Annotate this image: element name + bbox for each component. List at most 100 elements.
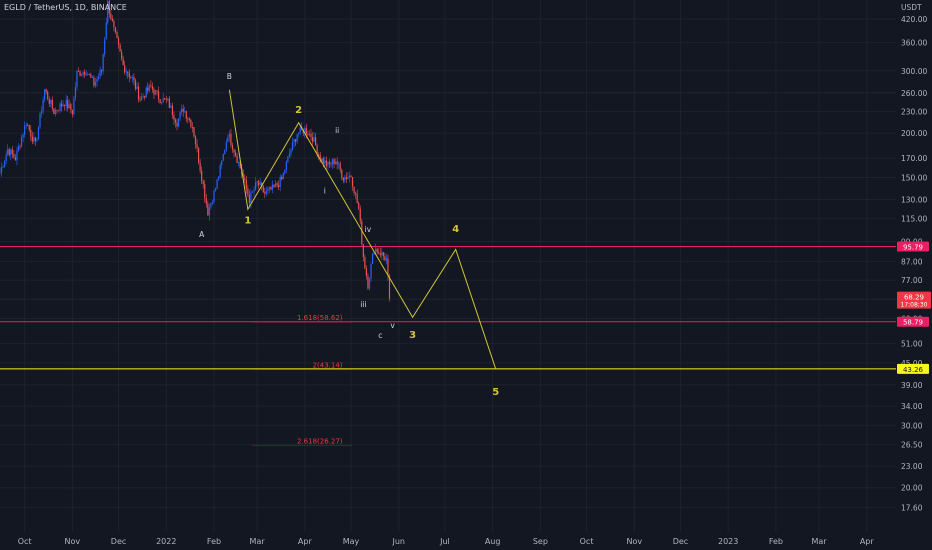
candle-body xyxy=(299,127,301,133)
candle-body xyxy=(77,70,80,72)
candle-body xyxy=(253,189,255,192)
candle-body xyxy=(137,86,140,100)
candle-body xyxy=(287,156,289,162)
x-tick-label: Aug xyxy=(485,537,501,546)
x-tick-label: Jul xyxy=(439,537,450,546)
x-tick-label: Feb xyxy=(207,537,221,546)
candle-body xyxy=(156,90,158,92)
price-tag xyxy=(897,316,929,327)
wave-label: B xyxy=(227,72,232,81)
candle-body xyxy=(335,161,337,165)
wave-label: iii xyxy=(360,300,366,309)
candle-body xyxy=(338,163,340,165)
candle-body xyxy=(187,118,189,120)
candle-body xyxy=(345,177,347,179)
candle-body xyxy=(87,74,89,76)
x-tick-label: Nov xyxy=(626,537,642,546)
candle-body xyxy=(385,258,388,261)
candle-body xyxy=(48,99,50,104)
candle-body xyxy=(375,248,377,253)
candle-body xyxy=(139,99,141,101)
candle-body xyxy=(101,70,103,72)
candle-body xyxy=(159,99,161,104)
elliott-wave-drawing[interactable] xyxy=(228,89,497,370)
candle-body xyxy=(348,175,351,178)
time-axis[interactable]: Oct Nov Dec 2022 Feb Mar Apr May Jun Jul Aug Sep Oct… xyxy=(0,532,896,550)
horizontal-levels xyxy=(0,246,896,370)
price-tag xyxy=(897,363,929,374)
candle-body xyxy=(359,208,361,222)
candle-body xyxy=(328,161,331,164)
candle-body xyxy=(93,77,95,86)
x-tick-label: Jun xyxy=(391,537,405,546)
candle-body xyxy=(94,82,97,86)
candle-body xyxy=(267,189,269,191)
candle-body xyxy=(111,18,113,22)
candle-body xyxy=(62,104,64,107)
candle-body xyxy=(182,108,184,112)
candle-body xyxy=(347,177,349,179)
candle-body xyxy=(387,258,389,276)
candle-body xyxy=(351,177,354,187)
candle-body xyxy=(370,263,372,279)
candle-body xyxy=(24,125,26,135)
candle-body xyxy=(5,154,7,161)
y-tick-label: 26.50 xyxy=(901,440,923,449)
y-tick-label: 34.00 xyxy=(901,402,923,411)
x-tick-label: Apr xyxy=(860,537,875,546)
candle-body xyxy=(324,160,326,164)
price-axis[interactable]: 420.00 360.00 300.00 260.00 230.00 200.00 170.… xyxy=(896,0,932,550)
candle-body xyxy=(110,13,112,19)
candle-body xyxy=(321,158,323,162)
candle-body xyxy=(293,139,295,143)
candle-body xyxy=(362,244,364,258)
time-axis-bg xyxy=(0,532,896,550)
candle-body xyxy=(224,150,226,155)
candle-body xyxy=(2,166,4,168)
wave-label: A xyxy=(199,230,205,239)
candle-body xyxy=(318,154,320,156)
candle-body xyxy=(125,71,127,73)
candle-body xyxy=(157,91,160,100)
candle-body xyxy=(325,160,327,166)
candle-body xyxy=(22,134,24,138)
axis-unit: USDT xyxy=(901,3,922,12)
candle-body xyxy=(305,127,307,135)
candle-body xyxy=(16,150,18,161)
candle-body xyxy=(279,176,281,187)
candle-body xyxy=(44,89,46,100)
y-tick-label: 45.00 xyxy=(901,359,923,368)
candle-body xyxy=(221,160,223,166)
candle-body xyxy=(236,155,238,163)
fib-label: 2.618(26.27) xyxy=(297,438,343,446)
candle-body xyxy=(254,182,257,190)
candle-body xyxy=(97,76,100,79)
candle-body xyxy=(154,90,157,95)
wave-label: 3 xyxy=(409,330,416,341)
y-tick-label: 17.60 xyxy=(901,503,923,512)
candle-body xyxy=(80,74,83,76)
candle-body xyxy=(378,252,380,254)
y-tick-label: 23.00 xyxy=(901,462,923,471)
x-tick-label: Apr xyxy=(298,537,313,546)
candle-body xyxy=(231,145,234,150)
y-tick-label: 77.00 xyxy=(901,276,923,285)
candle-body xyxy=(122,58,124,66)
wave-path xyxy=(228,89,497,370)
candle-body xyxy=(33,137,35,142)
candle-body xyxy=(73,97,75,115)
candle-body xyxy=(54,109,57,115)
candle-body xyxy=(274,183,277,187)
candle-body xyxy=(165,98,167,100)
candle-body xyxy=(168,98,170,108)
candle-body xyxy=(177,118,180,127)
candle-body xyxy=(37,127,40,140)
candle-body xyxy=(358,202,360,209)
candle-body xyxy=(17,146,20,151)
candle-body xyxy=(298,132,300,135)
wave-label: 4 xyxy=(452,224,459,235)
candle-body xyxy=(373,252,375,254)
